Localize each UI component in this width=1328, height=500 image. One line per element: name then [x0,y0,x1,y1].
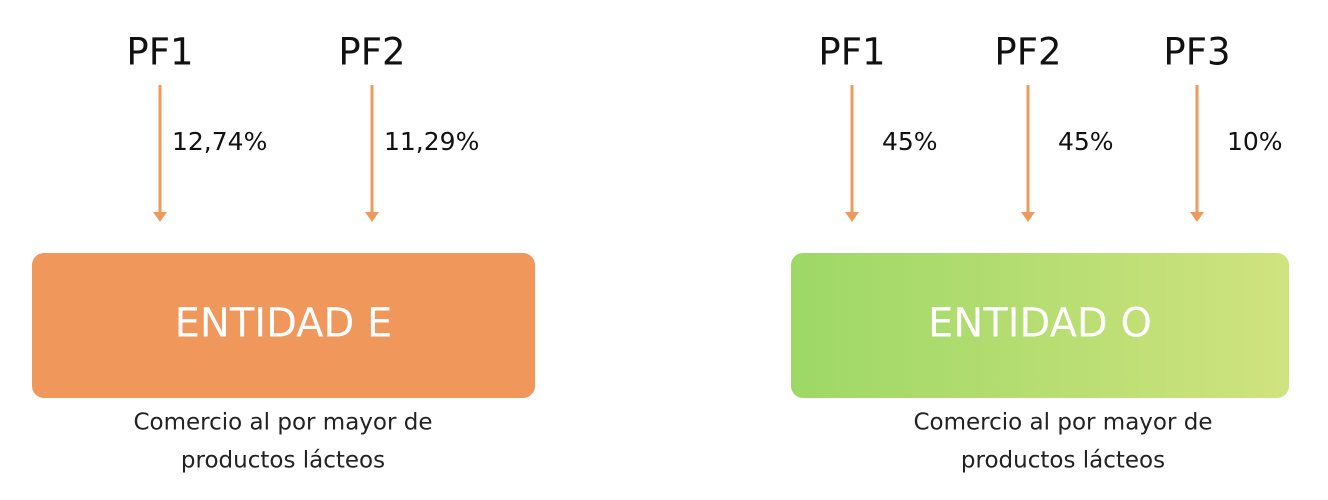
owner-label: PF2 [994,31,1061,74]
entity-box [791,253,1289,398]
owner-label: PF1 [126,31,193,74]
entity-box [32,253,535,398]
arrow-head [1021,212,1035,222]
entity-description: Comercio al por mayor de [134,410,433,436]
ownership-share: 12,74% [172,127,267,156]
owner-label: PF3 [1163,31,1230,74]
ownership-share: 45% [882,127,938,156]
entity-name: ENTIDAD O [928,301,1152,347]
entity-description: Comercio al por mayor de [914,410,1213,436]
owner-label: PF2 [338,31,405,74]
ownership-share: 10% [1227,127,1283,156]
ownership-share: 11,29% [384,127,479,156]
arrow-head [845,212,859,222]
arrow-head [153,212,167,222]
arrow-head [365,212,379,222]
entity-description: productos lácteos [961,448,1165,474]
owner-label: PF1 [818,31,885,74]
arrow-head [1190,212,1204,222]
entity-description: productos lácteos [181,448,385,474]
entity-name: ENTIDAD E [175,301,393,347]
ownership-share: 45% [1058,127,1114,156]
